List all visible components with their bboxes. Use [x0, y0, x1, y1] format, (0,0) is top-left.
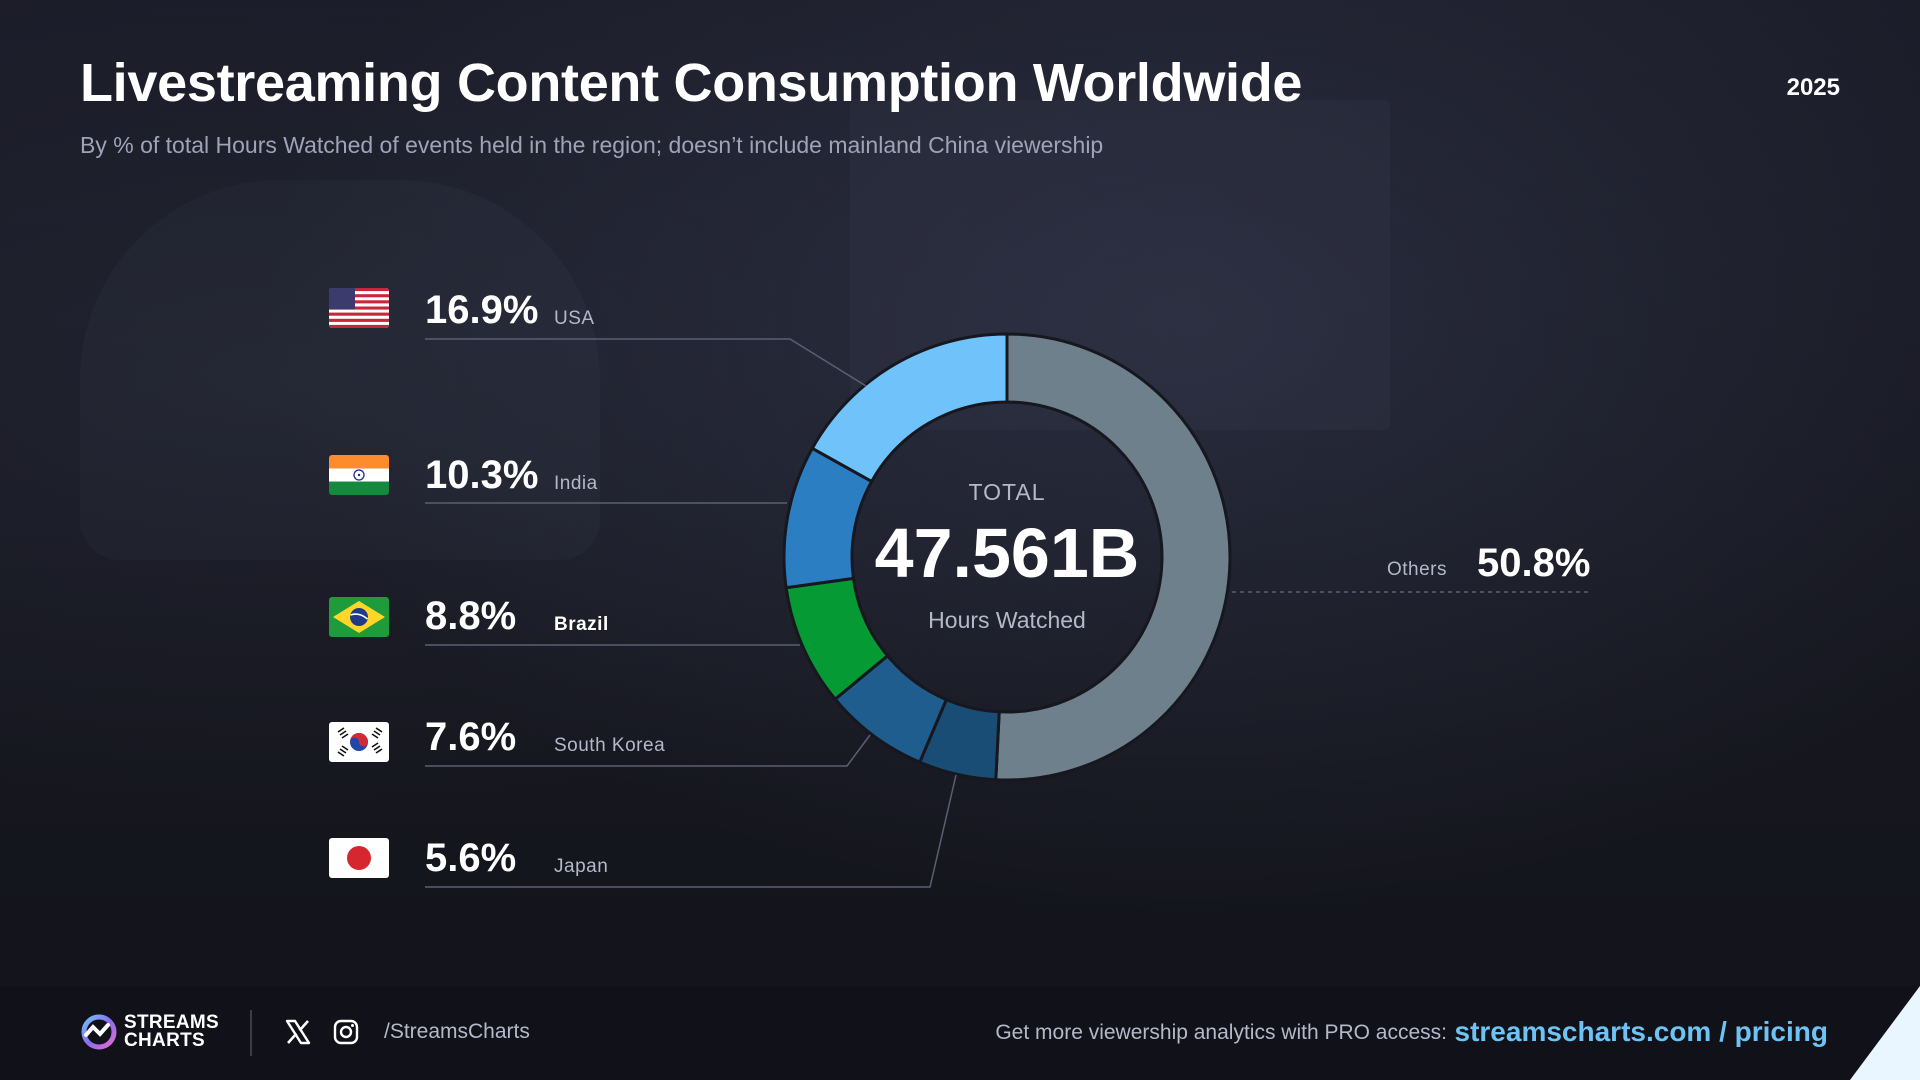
south-korea-flag-icon	[329, 722, 389, 762]
streams-charts-logo[interactable]: STREAMS CHARTS	[80, 1013, 219, 1051]
legend-name-india: India	[554, 473, 598, 494]
logo-line-1: STREAMS	[124, 1012, 219, 1033]
slice-usa	[810, 332, 1009, 484]
x-twitter-icon[interactable]	[284, 1018, 312, 1046]
brazil-flag-icon	[329, 597, 389, 637]
leader-line-south-korea	[425, 734, 871, 767]
legend-pct-others: 50.8%	[1477, 541, 1590, 585]
pricing-link[interactable]: streamscharts.com / pricing	[1454, 1016, 1828, 1047]
india-flag-icon	[329, 455, 389, 495]
legend-name-others: Others	[1387, 559, 1447, 580]
japan-flag-icon	[329, 838, 389, 878]
footer-divider	[250, 1010, 252, 1056]
legend-name-brazil: Brazil	[554, 614, 609, 635]
legend-pct-brazil: 8.8%	[425, 594, 516, 638]
logo-wordmark: STREAMS CHARTS	[124, 1012, 219, 1051]
center-label: TOTAL 47.561B Hours Watched	[875, 479, 1140, 633]
donut-chart: TOTAL 47.561B Hours Watched	[329, 288, 1590, 888]
background-chair	[80, 180, 600, 560]
leader-line-japan	[425, 774, 957, 888]
legend-name-japan: Japan	[554, 856, 608, 877]
usa-flag-icon	[329, 288, 389, 328]
instagram-icon[interactable]	[332, 1018, 360, 1046]
legend-pct-south-korea: 7.6%	[425, 715, 516, 759]
streams-charts-logo-icon	[81, 1014, 117, 1050]
legend-pct-usa: 16.9%	[425, 288, 538, 332]
center-unit-label: Hours Watched	[928, 607, 1086, 633]
footer: STREAMS CHARTS /StreamsCharts Get more v…	[0, 986, 1920, 1080]
donut-slices	[782, 332, 1232, 782]
leader-lines	[425, 338, 1588, 888]
logo-line-2: CHARTS	[124, 1030, 205, 1051]
center-total-label: TOTAL	[969, 479, 1046, 505]
center-total-value: 47.561B	[875, 514, 1140, 592]
leader-line-usa	[425, 338, 867, 387]
slice-others	[994, 332, 1232, 782]
legend-name-usa: USA	[554, 308, 595, 329]
legend-pct-india: 10.3%	[425, 453, 538, 497]
promo-text: Get more viewership analytics with PRO a…	[995, 1021, 1447, 1044]
legend-pct-japan: 5.6%	[425, 836, 516, 880]
corner-accent	[1850, 986, 1920, 1080]
legend-name-south-korea: South Korea	[554, 735, 665, 756]
chart-title: Livestreaming Content Consumption Worldw…	[80, 53, 1303, 113]
year-label: 2025	[1786, 74, 1840, 101]
social-handle[interactable]: /StreamsCharts	[384, 1020, 530, 1043]
chart-subtitle: By % of total Hours Watched of events he…	[80, 132, 1104, 158]
